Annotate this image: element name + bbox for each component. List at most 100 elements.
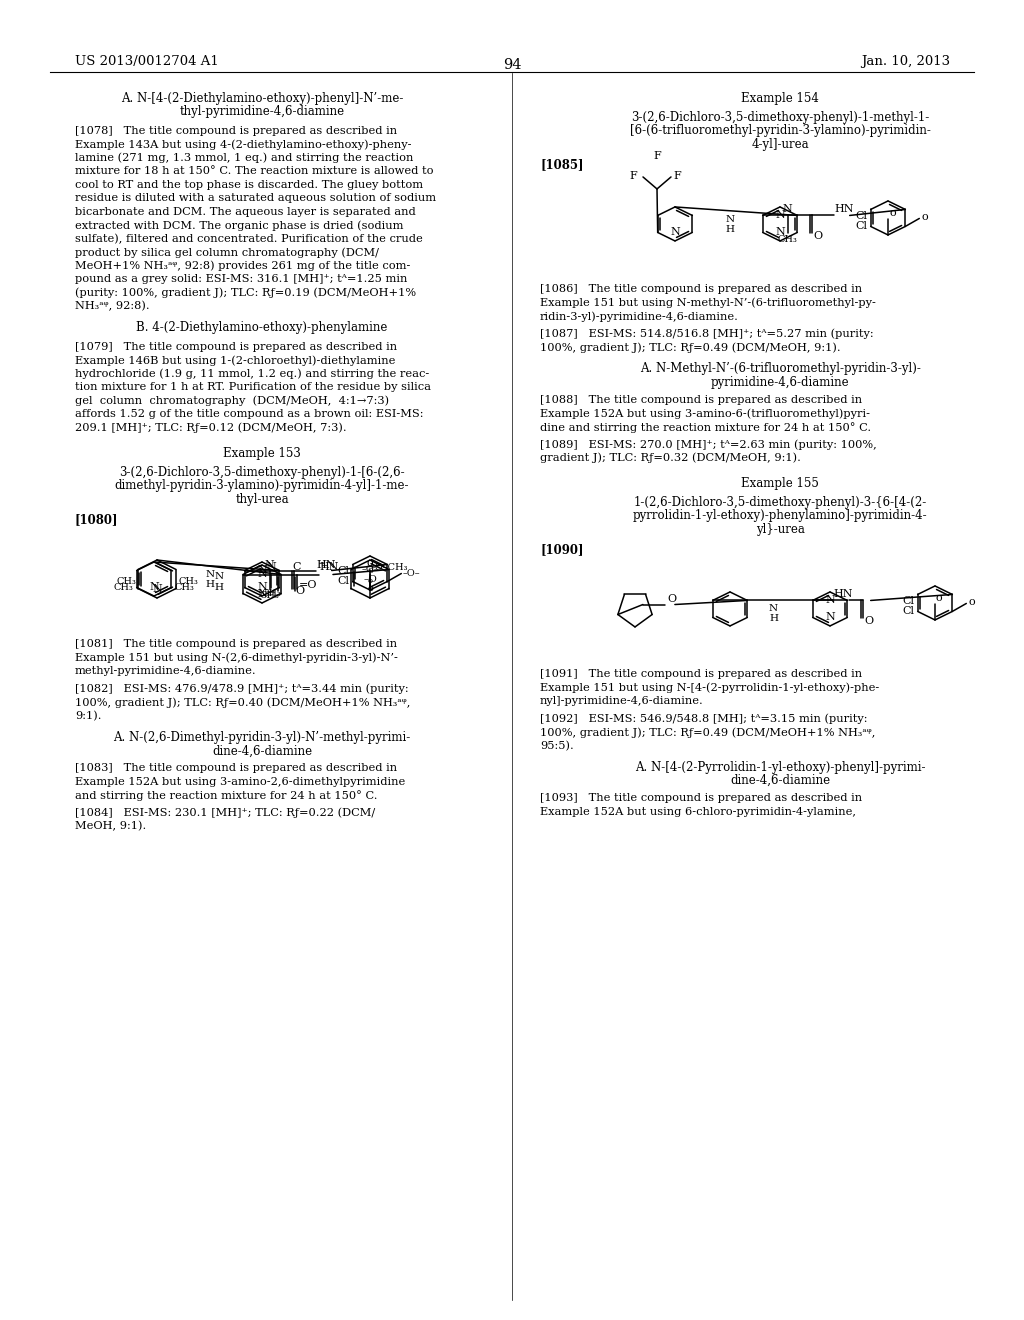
Text: N: N bbox=[670, 227, 680, 238]
Text: CH₃: CH₃ bbox=[261, 589, 281, 598]
Text: N: N bbox=[150, 582, 159, 591]
Text: 3-(2,6-Dichloro-3,5-dimethoxy-phenyl)-1-[6-(2,6-: 3-(2,6-Dichloro-3,5-dimethoxy-phenyl)-1-… bbox=[119, 466, 404, 479]
Text: F: F bbox=[630, 172, 637, 181]
Text: o: o bbox=[889, 209, 896, 218]
Text: H: H bbox=[769, 614, 778, 623]
Text: Example 146B but using 1-(2-chloroethyl)-diethylamine: Example 146B but using 1-(2-chloroethyl)… bbox=[75, 355, 395, 366]
Text: A. N-[4-(2-Diethylamino-ethoxy)-phenyl]-N’-me-: A. N-[4-(2-Diethylamino-ethoxy)-phenyl]-… bbox=[121, 92, 403, 106]
Text: A. N-[4-(2-Pyrrolidin-1-yl-ethoxy)-phenyl]-pyrimi-: A. N-[4-(2-Pyrrolidin-1-yl-ethoxy)-pheny… bbox=[635, 760, 926, 774]
Text: MeOH, 9:1).: MeOH, 9:1). bbox=[75, 821, 146, 832]
Text: bicarbonate and DCM. The aqueous layer is separated and: bicarbonate and DCM. The aqueous layer i… bbox=[75, 207, 416, 216]
Text: N: N bbox=[214, 573, 223, 581]
Text: 3-(2,6-Dichloro-3,5-dimethoxy-phenyl)-1-methyl-1-: 3-(2,6-Dichloro-3,5-dimethoxy-phenyl)-1-… bbox=[631, 111, 929, 124]
Text: thyl-urea: thyl-urea bbox=[236, 492, 289, 506]
Text: A. N-Methyl-N’-(6-trifluoromethyl-pyridin-3-yl)-: A. N-Methyl-N’-(6-trifluoromethyl-pyridi… bbox=[640, 362, 921, 375]
Text: gel  column  chromatography  (DCM/MeOH,  4:1→7:3): gel column chromatography (DCM/MeOH, 4:1… bbox=[75, 396, 389, 407]
Text: US 2013/0012704 A1: US 2013/0012704 A1 bbox=[75, 55, 219, 69]
Text: pyrimidine-4,6-diamine: pyrimidine-4,6-diamine bbox=[711, 376, 849, 389]
Text: 9:1).: 9:1). bbox=[75, 710, 101, 721]
Text: Cl: Cl bbox=[338, 566, 349, 577]
Text: –O: –O bbox=[364, 576, 377, 583]
Text: Cl: Cl bbox=[856, 222, 867, 231]
Text: [1089]   ESI-MS: 270.0 [MH]⁺; tᴬ=2.63 min (purity: 100%,: [1089] ESI-MS: 270.0 [MH]⁺; tᴬ=2.63 min … bbox=[540, 440, 877, 450]
Text: –O–CH₃: –O–CH₃ bbox=[371, 564, 409, 572]
Text: [1078]   The title compound is prepared as described in: [1078] The title compound is prepared as… bbox=[75, 125, 397, 136]
Text: pyrrolidin-1-yl-ethoxy)-phenylamino]-pyrimidin-4-: pyrrolidin-1-yl-ethoxy)-phenylamino]-pyr… bbox=[633, 510, 928, 523]
Text: [1082]   ESI-MS: 476.9/478.9 [MH]⁺; tᴬ=3.44 min (purity:: [1082] ESI-MS: 476.9/478.9 [MH]⁺; tᴬ=3.4… bbox=[75, 684, 409, 694]
Text: [1090]: [1090] bbox=[540, 543, 584, 556]
Text: Example 153: Example 153 bbox=[223, 447, 301, 461]
Text: o: o bbox=[969, 598, 975, 607]
Text: Cl: Cl bbox=[338, 577, 349, 586]
Text: 95:5).: 95:5). bbox=[540, 741, 573, 751]
Text: [1081]   The title compound is prepared as described in: [1081] The title compound is prepared as… bbox=[75, 639, 397, 649]
Text: N: N bbox=[782, 205, 793, 214]
Text: HN: HN bbox=[318, 562, 339, 573]
Text: ridin-3-yl)-pyrimidine-4,6-diamine.: ridin-3-yl)-pyrimidine-4,6-diamine. bbox=[540, 312, 739, 322]
Text: O: O bbox=[814, 231, 823, 242]
Text: residue is diluted with a saturated aqueous solution of sodium: residue is diluted with a saturated aque… bbox=[75, 193, 436, 203]
Text: N: N bbox=[206, 570, 215, 579]
Text: F: F bbox=[673, 172, 681, 181]
Text: N: N bbox=[153, 583, 162, 594]
Text: Example 155: Example 155 bbox=[741, 477, 819, 490]
Text: pound as a grey solid: ESI-MS: 316.1 [MH]⁺; tᴬ=1.25 min: pound as a grey solid: ESI-MS: 316.1 [MH… bbox=[75, 275, 408, 284]
Text: N: N bbox=[769, 605, 778, 614]
Text: N: N bbox=[266, 562, 275, 573]
Text: 100%, gradient J); TLC: Rƒ=0.49 (DCM/MeOH, 9:1).: 100%, gradient J); TLC: Rƒ=0.49 (DCM/MeO… bbox=[540, 342, 841, 352]
Text: 4-yl]-urea: 4-yl]-urea bbox=[752, 137, 809, 150]
Text: and stirring the reaction mixture for 24 h at 150° C.: and stirring the reaction mixture for 24… bbox=[75, 791, 378, 801]
Text: N: N bbox=[265, 560, 274, 569]
Text: tion mixture for 1 h at RT. Purification of the residue by silica: tion mixture for 1 h at RT. Purification… bbox=[75, 383, 431, 392]
Text: –O–: –O– bbox=[361, 565, 379, 574]
Text: lamine (271 mg, 1.3 mmol, 1 eq.) and stirring the reaction: lamine (271 mg, 1.3 mmol, 1 eq.) and sti… bbox=[75, 153, 414, 164]
Text: N: N bbox=[257, 582, 267, 591]
Text: Example 152A but using 6-chloro-pyrimidin-4-ylamine,: Example 152A but using 6-chloro-pyrimidi… bbox=[540, 807, 856, 817]
Text: gradient J); TLC: Rƒ=0.32 (DCM/MeOH, 9:1).: gradient J); TLC: Rƒ=0.32 (DCM/MeOH, 9:1… bbox=[540, 453, 801, 463]
Text: dine and stirring the reaction mixture for 24 h at 150° C.: dine and stirring the reaction mixture f… bbox=[540, 421, 871, 433]
Text: hydrochloride (1.9 g, 11 mmol, 1.2 eq.) and stirring the reac-: hydrochloride (1.9 g, 11 mmol, 1.2 eq.) … bbox=[75, 368, 429, 379]
Text: [1085]: [1085] bbox=[540, 158, 584, 172]
Text: Jan. 10, 2013: Jan. 10, 2013 bbox=[861, 55, 950, 69]
Text: 94: 94 bbox=[503, 58, 521, 73]
Text: HN: HN bbox=[316, 560, 336, 569]
Text: o: o bbox=[936, 593, 943, 603]
Text: extracted with DCM. The organic phase is dried (sodium: extracted with DCM. The organic phase is… bbox=[75, 220, 403, 231]
Text: Example 151 but using N-[4-(2-pyrrolidin-1-yl-ethoxy)-phe-: Example 151 but using N-[4-(2-pyrrolidin… bbox=[540, 682, 880, 693]
Text: dimethyl-pyridin-3-ylamino)-pyrimidin-4-yl]-1-me-: dimethyl-pyridin-3-ylamino)-pyrimidin-4-… bbox=[115, 479, 410, 492]
Text: sulfate), filtered and concentrated. Purification of the crude: sulfate), filtered and concentrated. Pur… bbox=[75, 234, 423, 244]
Text: dine-4,6-diamine: dine-4,6-diamine bbox=[730, 775, 830, 787]
Text: C: C bbox=[293, 562, 301, 573]
Text: CH₃: CH₃ bbox=[778, 235, 798, 244]
Text: N: N bbox=[257, 565, 267, 576]
Text: O: O bbox=[667, 594, 676, 603]
Text: Cl: Cl bbox=[856, 211, 867, 222]
Text: Example 154: Example 154 bbox=[741, 92, 819, 106]
Text: (purity: 100%, gradient J); TLC: Rƒ=0.19 (DCM/MeOH+1%: (purity: 100%, gradient J); TLC: Rƒ=0.19… bbox=[75, 288, 416, 298]
Text: o: o bbox=[368, 585, 373, 593]
Text: H: H bbox=[206, 581, 215, 589]
Text: –O–: –O– bbox=[402, 569, 420, 578]
Text: A. N-(2,6-Dimethyl-pyridin-3-yl)-N’-methyl-pyrimi-: A. N-(2,6-Dimethyl-pyridin-3-yl)-N’-meth… bbox=[114, 731, 411, 743]
Text: [1093]   The title compound is prepared as described in: [1093] The title compound is prepared as… bbox=[540, 793, 862, 803]
Text: HN: HN bbox=[835, 205, 854, 214]
Text: N: N bbox=[725, 215, 734, 224]
Text: F: F bbox=[653, 150, 660, 161]
Text: 100%, gradient J); TLC: Rƒ=0.40 (DCM/MeOH+1% NH₃ᵃᵠ,: 100%, gradient J); TLC: Rƒ=0.40 (DCM/MeO… bbox=[75, 697, 411, 708]
Text: cool to RT and the top phase is discarded. The gluey bottom: cool to RT and the top phase is discarde… bbox=[75, 180, 423, 190]
Text: NH₃ᵃᵠ, 92:8).: NH₃ᵃᵠ, 92:8). bbox=[75, 301, 150, 312]
Text: [1080]: [1080] bbox=[75, 513, 119, 527]
Text: [1083]   The title compound is prepared as described in: [1083] The title compound is prepared as… bbox=[75, 763, 397, 774]
Text: [1088]   The title compound is prepared as described in: [1088] The title compound is prepared as… bbox=[540, 395, 862, 405]
Text: H: H bbox=[725, 226, 734, 234]
Text: MeOH+1% NH₃ᵃᵠ, 92:8) provides 261 mg of the title com-: MeOH+1% NH₃ᵃᵠ, 92:8) provides 261 mg of … bbox=[75, 261, 411, 272]
Text: Example 152A but using 3-amino-2,6-dimethylpyrimidine: Example 152A but using 3-amino-2,6-dimet… bbox=[75, 776, 406, 787]
Text: Cl: Cl bbox=[903, 597, 914, 606]
Text: Cl: Cl bbox=[903, 606, 914, 616]
Text: yl}-urea: yl}-urea bbox=[756, 523, 805, 536]
Text: [1087]   ESI-MS: 514.8/516.8 [MH]⁺; tᴬ=5.27 min (purity:: [1087] ESI-MS: 514.8/516.8 [MH]⁺; tᴬ=5.2… bbox=[540, 329, 873, 339]
Text: [6-(6-trifluoromethyl-pyridin-3-ylamino)-pyrimidin-: [6-(6-trifluoromethyl-pyridin-3-ylamino)… bbox=[630, 124, 931, 137]
Text: methyl-pyrimidine-4,6-diamine.: methyl-pyrimidine-4,6-diamine. bbox=[75, 667, 257, 676]
Text: N: N bbox=[825, 595, 835, 605]
Text: 209.1 [MH]⁺; TLC: Rƒ=0.12 (DCM/MeOH, 7:3).: 209.1 [MH]⁺; TLC: Rƒ=0.12 (DCM/MeOH, 7:3… bbox=[75, 422, 347, 433]
